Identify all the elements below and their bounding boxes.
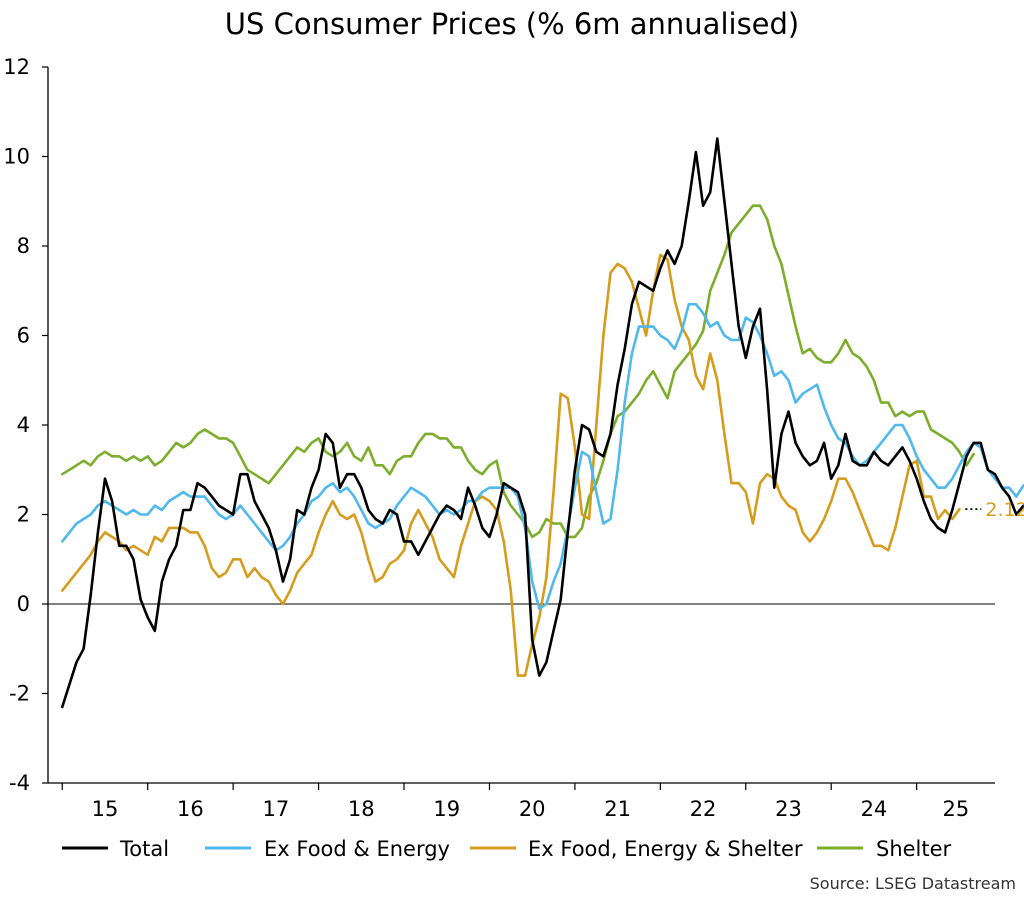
series-line-total [60,137,1024,709]
y-tick-4-label: 4 [17,413,30,437]
legend-label-shelter: Shelter [876,837,952,861]
legend-label-ex-food-energy-shelter: Ex Food, Energy & Shelter [528,837,803,861]
y-tick-neg4-label: -4 [9,771,30,795]
end-label-group: 2.12 [965,499,1024,521]
x-tick-label-20: 20 [519,797,546,821]
x-tick-label-18: 18 [348,797,375,821]
series-line-shelter [60,204,975,539]
x-tick-label-16: 16 [177,797,204,821]
x-tick-label-23: 23 [775,797,802,821]
x-tick-label-19: 19 [433,797,460,821]
x-tick-label-17: 17 [262,797,289,821]
x-tick-label-15: 15 [92,797,119,821]
x-tick-label-25: 25 [942,797,969,821]
y-tick-8-label: 8 [17,234,30,258]
x-axis: 15 16 17 18 19 20 21 22 23 24 25 [61,783,969,821]
x-tick-label-21: 21 [604,797,631,821]
legend: Total Ex Food & Energy Ex Food, Energy & S… [62,837,952,861]
y-tick-10-label: 10 [3,145,30,169]
y-tick-12-label: 12 [3,55,30,79]
series-line-ex-food-energy-shelter [60,253,961,677]
y-tick-2-label: 2 [17,503,30,527]
series-line-ex-food-energy [60,302,1024,610]
y-tick-0-label: 0 [17,592,30,616]
y-axis: -4 -2 0 2 4 6 8 10 12 [3,55,48,795]
legend-label-total: Total [119,837,169,861]
chart-title: US Consumer Prices (% 6m annualised) [225,7,800,41]
legend-label-ex-food-energy: Ex Food & Energy [264,837,450,861]
x-tick-label-22: 22 [690,797,717,821]
series-lines [60,137,1024,709]
y-tick-6-label: 6 [17,324,30,348]
x-tick-label-24: 24 [861,797,888,821]
source-note: Source: LSEG Datastream [810,874,1016,893]
end-label-value: 2.12 [985,499,1024,521]
y-tick-neg2-label: -2 [9,682,30,706]
